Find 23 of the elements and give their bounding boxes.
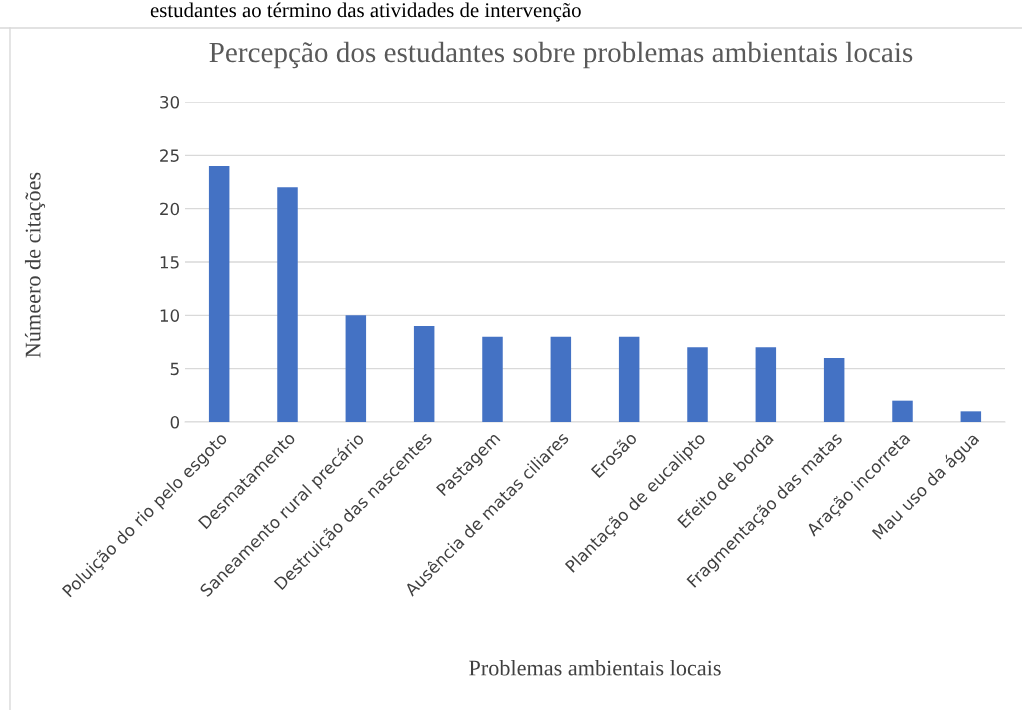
y-tick-label: 5 xyxy=(170,362,179,376)
bar xyxy=(755,347,777,422)
y-tick-label: 15 xyxy=(160,256,179,269)
y-tick-label: 30 xyxy=(160,95,180,109)
y-tick-label: 10 xyxy=(160,309,180,322)
y-tick-label: 0 xyxy=(170,415,180,429)
bar xyxy=(618,336,640,422)
y-tick-label: 20 xyxy=(160,202,180,216)
bar xyxy=(687,347,708,422)
bar xyxy=(208,166,230,422)
bar xyxy=(550,336,572,422)
bar xyxy=(277,187,298,422)
bar xyxy=(413,326,435,422)
chart-title: Percepção dos estudantes sobre problemas ambientais locais xyxy=(209,41,913,69)
bar xyxy=(960,411,982,422)
bar xyxy=(482,336,503,422)
text: estudantes ao término das atividades de intervenção xyxy=(150,2,581,22)
bar xyxy=(823,358,845,422)
y-axis-title: Númeero de citações xyxy=(24,172,46,358)
bar xyxy=(892,400,913,422)
y-tick-label: 25 xyxy=(160,149,179,162)
x-axis-title: Problemas ambientais locais xyxy=(469,659,721,676)
bar xyxy=(345,315,367,422)
